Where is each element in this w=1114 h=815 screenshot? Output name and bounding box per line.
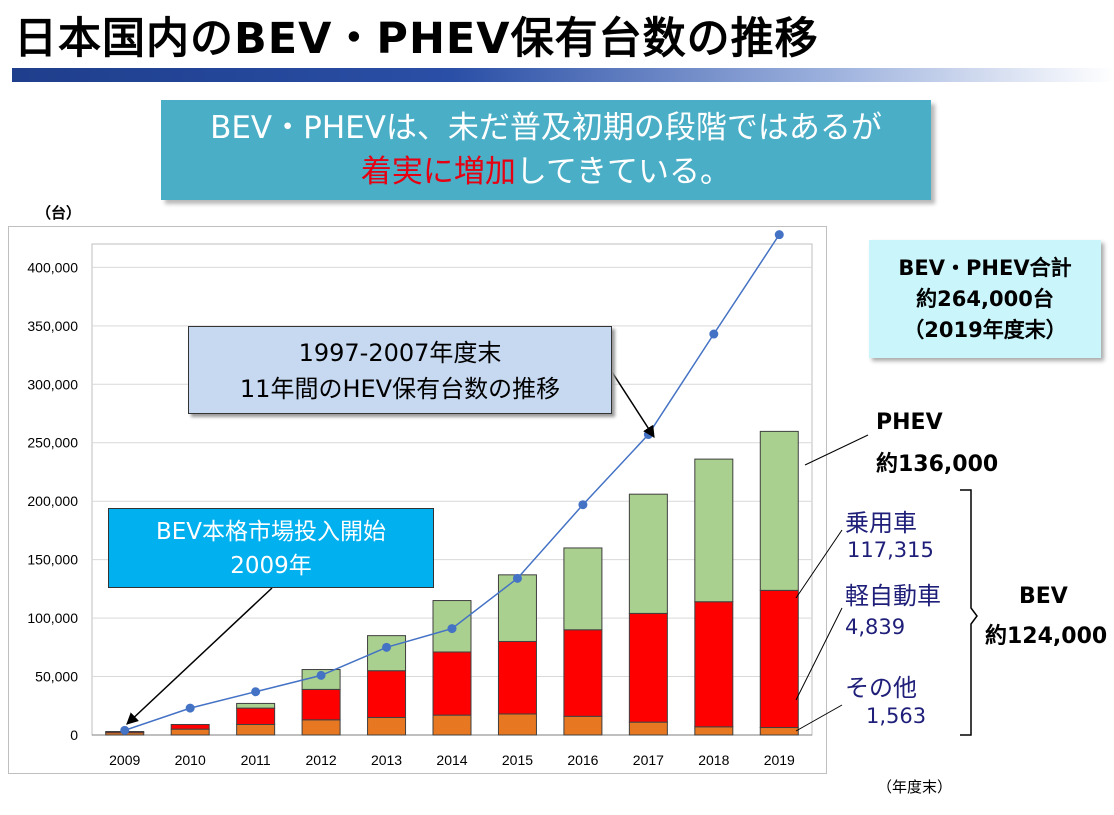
kei-car-label: 軽自動車	[845, 582, 941, 610]
y-tick-label: 0	[70, 727, 78, 743]
x-tick-label: 2011	[241, 752, 271, 768]
passenger-car-value: 117,315	[847, 538, 934, 562]
x-tick-label: 2009	[109, 752, 140, 768]
kei-car-value: 4,839	[845, 615, 906, 639]
bev-bracket	[960, 489, 978, 736]
bev-label: BEV	[1019, 584, 1068, 609]
bar-other	[170, 728, 210, 736]
bar-passenger-car	[432, 651, 472, 716]
x-tick-label: 2016	[567, 752, 598, 768]
bar-phev	[694, 458, 734, 603]
bar-passenger-car	[563, 629, 603, 717]
x-tick-label: 2018	[698, 752, 729, 768]
bar-phev	[367, 635, 407, 672]
kei-car-leader	[795, 607, 843, 701]
hev-point	[382, 642, 392, 652]
hev-point	[774, 230, 784, 240]
bar-phev	[563, 547, 603, 631]
bar-other	[563, 715, 603, 736]
hev-callout-line2: 11年間のHEV保有台数の推移	[239, 375, 561, 403]
x-tick-label: 2015	[502, 752, 533, 768]
bar-phev	[236, 702, 276, 709]
bar-other	[759, 727, 799, 736]
headline-line2-rest: してきている。	[515, 154, 732, 190]
x-tick-label: 2012	[306, 752, 337, 768]
y-tick-label: 100,000	[27, 610, 78, 626]
x-axis-unit: （年度末）	[877, 778, 953, 796]
hev-point	[709, 329, 719, 339]
bar-passenger-car	[497, 640, 537, 715]
total-line1: BEV・PHEV合計	[898, 256, 1072, 280]
hev-point	[447, 624, 457, 634]
page-title: 日本国内のBEV・PHEV保有台数の推移	[14, 14, 819, 64]
bev-launch-line1: BEV本格市場投入開始	[155, 519, 387, 545]
hev-point	[643, 430, 653, 440]
bar-other	[236, 723, 276, 736]
bev-launch-line2: 2009年	[230, 553, 312, 579]
y-axis-unit: （台）	[36, 204, 82, 222]
phev-leader	[804, 434, 869, 466]
headline-line2: 着実に増加してきている。	[161, 150, 931, 194]
hev-point	[120, 725, 130, 735]
bar-passenger-car	[301, 688, 341, 721]
y-tick-label: 200,000	[27, 493, 78, 509]
passenger-car-leader	[795, 529, 843, 599]
bar-passenger-car	[236, 707, 276, 725]
title-underline	[12, 68, 1114, 82]
y-tick-label: 50,000	[35, 669, 78, 685]
headline-line1: BEV・PHEVは、未だ普及初期の段階ではあるが	[210, 110, 882, 146]
bar-other	[628, 721, 668, 736]
hev-callout-line1: 1997-2007年度末	[298, 339, 502, 367]
phev-label: PHEV	[876, 410, 943, 435]
bar-other	[367, 716, 407, 736]
x-tick-label: 2017	[633, 752, 664, 768]
total-box: BEV・PHEV合計 約264,000台 （2019年度末）	[869, 240, 1101, 358]
bev-launch-arrow	[126, 587, 273, 725]
hev-callout-arrow	[611, 371, 655, 439]
x-tick-label: 2013	[371, 752, 402, 768]
y-tick-label: 300,000	[27, 376, 78, 392]
hev-point	[578, 500, 588, 510]
x-tick-label: 2019	[764, 752, 795, 768]
x-tick-label: 2014	[436, 752, 467, 768]
bar-phev	[628, 493, 668, 614]
y-tick-label: 250,000	[27, 435, 78, 451]
bev-value: 約124,000	[985, 624, 1108, 649]
hev-point	[316, 670, 326, 680]
bar-passenger-car	[628, 612, 668, 723]
bar-phev	[759, 430, 799, 591]
headline-box: BEV・PHEVは、未だ普及初期の段階ではあるが 着実に増加してきている。	[161, 100, 931, 200]
chart-frame	[8, 226, 827, 774]
other-leader	[795, 704, 843, 732]
y-tick-label: 350,000	[27, 318, 78, 334]
bar-passenger-car	[759, 589, 799, 729]
x-tick-label: 2010	[175, 752, 206, 768]
y-tick-label: 150,000	[27, 552, 78, 568]
bar-other	[497, 713, 537, 736]
total-line2: 約264,000台	[916, 287, 1054, 311]
hev-point	[512, 573, 522, 583]
bar-passenger-car	[367, 670, 407, 718]
hev-point	[251, 687, 261, 697]
other-label: その他	[845, 674, 917, 702]
y-tick-label: 400,000	[27, 259, 78, 275]
bar-other	[694, 726, 734, 736]
bar-other	[301, 719, 341, 736]
bar-passenger-car	[170, 723, 210, 730]
bar-passenger-car	[694, 601, 734, 728]
hev-callout: 1997-2007年度末 11年間のHEV保有台数の推移	[188, 326, 612, 414]
other-value: 1,563	[866, 704, 927, 728]
phev-value: 約136,000	[876, 452, 999, 477]
bev-launch-callout: BEV本格市場投入開始 2009年	[108, 508, 434, 588]
total-line3: （2019年度末）	[903, 318, 1067, 342]
headline-emphasis: 着実に増加	[360, 154, 516, 190]
hev-point	[185, 703, 195, 713]
bar-phev	[497, 574, 537, 642]
passenger-car-label: 乗用車	[845, 509, 917, 537]
bar-other	[432, 714, 472, 736]
